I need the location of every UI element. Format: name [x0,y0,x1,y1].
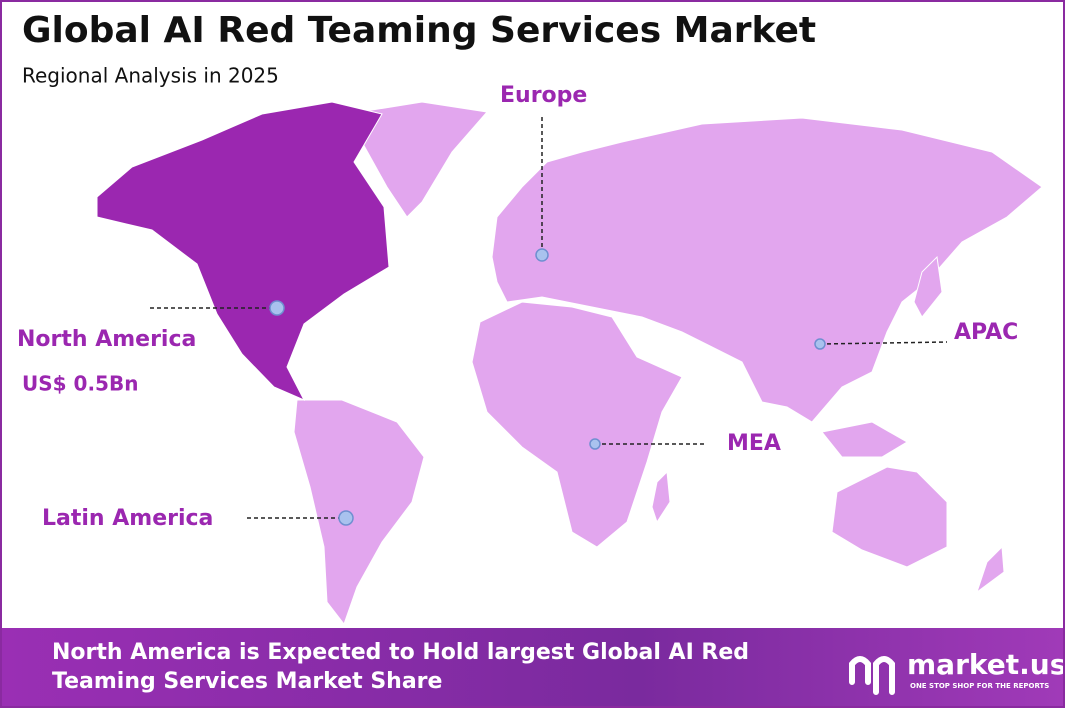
logo: market.us ONE STOP SHOP FOR THE REPORTS [849,648,1063,695]
region-label: Latin America [42,506,213,531]
marker [269,300,285,316]
region-label: Europe [500,83,587,108]
footer-text-box: North America is Expected to Hold larges… [52,640,750,694]
region-value: US$ 0.5Bn [22,372,138,396]
southeast-asia [821,421,908,458]
subtitle: Regional Analysis in 2025 [22,64,279,88]
new-zealand [976,545,1005,594]
south-america [293,399,425,626]
japan [913,255,943,318]
title: Global AI Red Teaming Services Market [22,10,816,51]
eurasia [491,117,1043,423]
world-map [96,101,1043,626]
region-label: North America [17,327,196,352]
markers [269,248,826,526]
footer-band [2,628,1063,706]
callouts [150,117,948,519]
marker [589,438,601,450]
logo-icon [849,656,895,695]
region-label: APAC [954,320,1018,345]
marker [535,248,549,262]
australia [831,466,948,568]
marker [814,338,826,350]
madagascar [651,470,671,524]
footer-text: North America is Expected to Hold larges… [52,640,750,694]
leader-line [819,341,948,345]
greenland [346,101,488,218]
marker [338,510,354,526]
africa [471,301,683,548]
region-label: MEA [727,431,781,456]
tagline: ONE STOP SHOP FOR THE REPORTS [910,682,1049,690]
brand: market.us [907,648,1063,681]
north-america [96,101,390,402]
